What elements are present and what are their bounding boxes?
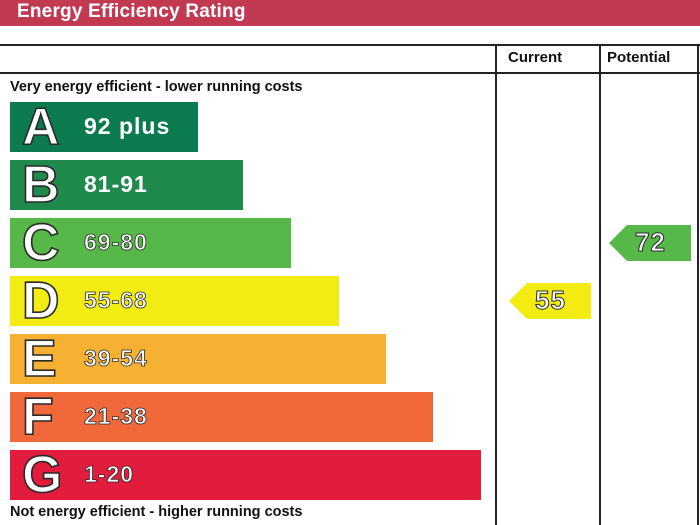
- band-g: G 1-20: [10, 445, 481, 505]
- potential-rating-indicator: 72: [609, 225, 691, 261]
- potential-rating-indicator-value: 72: [635, 227, 666, 258]
- header-row-border: [0, 72, 700, 74]
- page-title: Energy Efficiency Rating: [17, 1, 246, 22]
- band-range: 21-38: [84, 403, 148, 430]
- table-top-border: [0, 44, 700, 46]
- current-rating-indicator: 55: [509, 283, 591, 319]
- band-range: 69-80: [84, 229, 148, 256]
- band-letter: A: [21, 97, 60, 157]
- band-a: A 92 plus: [10, 97, 198, 157]
- band-range: 92 plus: [84, 113, 171, 139]
- band-letter: E: [21, 329, 57, 389]
- band-range: 55-68: [84, 287, 148, 314]
- table-right-border: [697, 44, 699, 525]
- band-range: 39-54: [84, 345, 148, 372]
- band-f: F 21-38: [10, 387, 433, 447]
- band-b: B 81-91: [10, 155, 243, 215]
- column-divider-potential: [599, 44, 601, 525]
- current-rating-indicator-shape: [509, 283, 591, 319]
- band-range: 81-91: [84, 171, 148, 197]
- band-letter: C: [21, 213, 60, 273]
- column-divider-current: [495, 44, 497, 525]
- column-header-potential: Potential: [607, 49, 671, 66]
- header-bar: Energy Efficiency Rating: [0, 0, 700, 26]
- band-letter: G: [21, 445, 63, 505]
- column-header-current: Current: [508, 49, 563, 66]
- bottom-note: Not energy efficient - higher running co…: [10, 504, 303, 520]
- potential-rating-indicator-shape: [609, 225, 691, 261]
- band-letter: D: [21, 271, 60, 331]
- band-letter: B: [21, 155, 60, 215]
- band-c: C 69-80: [10, 213, 291, 273]
- band-d: D 55-68: [10, 271, 339, 331]
- band-letter: F: [21, 387, 54, 447]
- current-rating-indicator-value: 55: [535, 285, 566, 316]
- top-note: Very energy efficient - lower running co…: [10, 79, 303, 95]
- band-range: 1-20: [84, 461, 135, 488]
- band-e: E 39-54: [10, 329, 386, 389]
